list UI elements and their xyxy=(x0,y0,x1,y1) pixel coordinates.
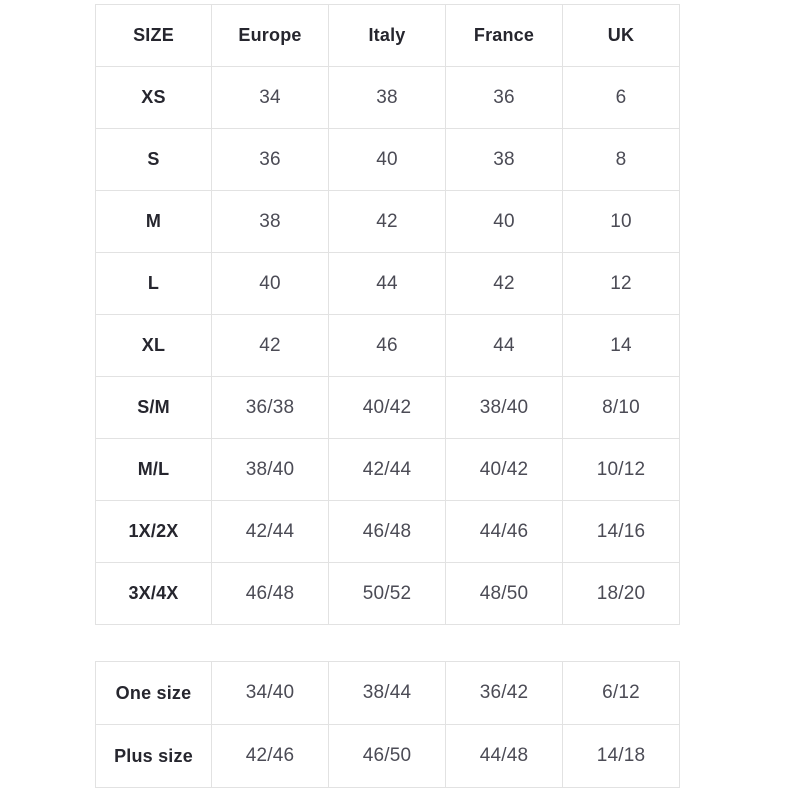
size-table-header: SIZE Europe Italy France UK xyxy=(95,4,680,67)
row-label: S/M xyxy=(95,376,212,439)
row-label: L xyxy=(95,252,212,315)
table-cell: 38/44 xyxy=(328,661,446,725)
size-table-body: XS 34 38 36 6 S 36 40 38 8 M 38 42 40 10 L 40 44 42 12 XL 42 4… xyxy=(95,66,680,625)
table-cell: 18/20 xyxy=(562,562,680,625)
special-sizes-table: One size 34/40 38/44 36/42 6/12 Plus size 42/4… xyxy=(95,661,680,788)
table-cell: 46/48 xyxy=(328,500,446,563)
column-header-uk: UK xyxy=(562,4,680,67)
table-row: M/L 38/40 42/44 40/42 10/12 xyxy=(95,438,680,501)
table-cell: 40 xyxy=(445,190,563,253)
table-row: One size 34/40 38/44 36/42 6/12 xyxy=(95,661,680,725)
table-cell: 44/48 xyxy=(445,724,563,788)
table-cell: 42/44 xyxy=(328,438,446,501)
column-header-italy: Italy xyxy=(328,4,446,67)
table-cell: 40/42 xyxy=(328,376,446,439)
row-label: 1X/2X xyxy=(95,500,212,563)
table-cell: 14/18 xyxy=(562,724,680,788)
table-cell: 36/42 xyxy=(445,661,563,725)
row-label: One size xyxy=(95,661,212,725)
column-header-size: SIZE xyxy=(95,4,212,67)
column-header-france: France xyxy=(445,4,563,67)
table-row: XL 42 46 44 14 xyxy=(95,314,680,377)
table-cell: 34/40 xyxy=(211,661,329,725)
row-label: S xyxy=(95,128,212,191)
table-cell: 14/16 xyxy=(562,500,680,563)
table-cell: 6/12 xyxy=(562,661,680,725)
column-header-europe: Europe xyxy=(211,4,329,67)
table-cell: 40/42 xyxy=(445,438,563,501)
table-cell: 36/38 xyxy=(211,376,329,439)
table-row: XS 34 38 36 6 xyxy=(95,66,680,129)
table-cell: 42 xyxy=(211,314,329,377)
table-cell: 10/12 xyxy=(562,438,680,501)
row-label: M xyxy=(95,190,212,253)
size-conversion-table: SIZE Europe Italy France UK XS 34 38 36 6 S 36 40 38… xyxy=(95,4,680,625)
table-cell: 46 xyxy=(328,314,446,377)
table-cell: 42/44 xyxy=(211,500,329,563)
table-cell: 46/50 xyxy=(328,724,446,788)
table-cell: 42/46 xyxy=(211,724,329,788)
table-cell: 44/46 xyxy=(445,500,563,563)
table-row: S 36 40 38 8 xyxy=(95,128,680,191)
table-cell: 10 xyxy=(562,190,680,253)
header-row: SIZE Europe Italy France UK xyxy=(95,4,680,67)
table-row: 3X/4X 46/48 50/52 48/50 18/20 xyxy=(95,562,680,625)
table-cell: 38/40 xyxy=(445,376,563,439)
table-cell: 44 xyxy=(328,252,446,315)
table-cell: 46/48 xyxy=(211,562,329,625)
table-cell: 36 xyxy=(211,128,329,191)
table-cell: 14 xyxy=(562,314,680,377)
table-cell: 38/40 xyxy=(211,438,329,501)
table-cell: 44 xyxy=(445,314,563,377)
row-label: Plus size xyxy=(95,724,212,788)
table-cell: 8 xyxy=(562,128,680,191)
table-cell: 42 xyxy=(445,252,563,315)
table-row: 1X/2X 42/44 46/48 44/46 14/16 xyxy=(95,500,680,563)
table-cell: 34 xyxy=(211,66,329,129)
table-cell: 38 xyxy=(211,190,329,253)
table-cell: 12 xyxy=(562,252,680,315)
special-table-body: One size 34/40 38/44 36/42 6/12 Plus size 42/4… xyxy=(95,661,680,788)
table-cell: 6 xyxy=(562,66,680,129)
table-cell: 50/52 xyxy=(328,562,446,625)
row-label: 3X/4X xyxy=(95,562,212,625)
table-cell: 38 xyxy=(328,66,446,129)
table-cell: 8/10 xyxy=(562,376,680,439)
table-cell: 48/50 xyxy=(445,562,563,625)
table-cell: 40 xyxy=(328,128,446,191)
row-label: M/L xyxy=(95,438,212,501)
row-label: XL xyxy=(95,314,212,377)
table-cell: 42 xyxy=(328,190,446,253)
row-label: XS xyxy=(95,66,212,129)
table-row: Plus size 42/46 46/50 44/48 14/18 xyxy=(95,724,680,788)
table-cell: 38 xyxy=(445,128,563,191)
table-cell: 40 xyxy=(211,252,329,315)
table-row: M 38 42 40 10 xyxy=(95,190,680,253)
table-cell: 36 xyxy=(445,66,563,129)
table-row: S/M 36/38 40/42 38/40 8/10 xyxy=(95,376,680,439)
table-row: L 40 44 42 12 xyxy=(95,252,680,315)
